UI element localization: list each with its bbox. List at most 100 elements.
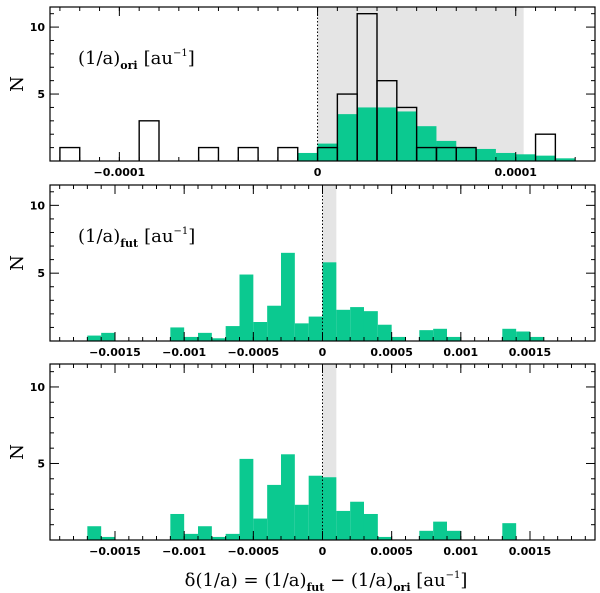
p1-bar-12: [308, 316, 323, 341]
panel-fut: −0.0015 −0.001 −0.0005 0 0.0005 0.001 0.0015 5 1…: [7, 184, 596, 359]
p2-y-tick-label: 10: [30, 381, 46, 394]
p0-bar-3: [357, 107, 377, 161]
p2-x-tick-label: 0.0005: [370, 545, 412, 558]
p1-x-tick-label: −0.0005: [228, 346, 280, 359]
p0-x-tick-label: 0: [314, 166, 322, 179]
p0-y-tick-label: 10: [30, 21, 46, 34]
p1-plot-area: [87, 185, 544, 341]
p2-bar-13: [322, 477, 337, 540]
p2-bar-4: [198, 526, 212, 540]
p1-x-tick-label: 0: [319, 346, 327, 359]
p1-bar-21: [446, 336, 461, 341]
p2-y-axis-label: N: [7, 444, 28, 460]
p1-bar-0: [87, 335, 102, 341]
p2-x-tick-label: 0: [319, 545, 327, 558]
p1-bar-4: [198, 332, 212, 341]
p1-bar-18: [391, 336, 406, 341]
p1-bar-20: [433, 328, 447, 341]
p0-plot-area: [59, 7, 576, 161]
p0-bar-11: [515, 154, 536, 161]
p2-bar-9: [267, 484, 282, 540]
p2-x-tick-label: −0.0005: [228, 545, 280, 558]
p1-bar-24: [529, 336, 544, 341]
p2-bar-11: [294, 504, 309, 540]
p0-bar-2: [337, 114, 358, 161]
p0-x-tick-label: 0.0001: [495, 166, 537, 179]
p1-x-tick-label: 0.0005: [370, 346, 412, 359]
p1-x-tick-label: 0.001: [443, 346, 478, 359]
p2-x-tick-label: −0.001: [162, 545, 206, 558]
p1-bar-23: [516, 331, 530, 341]
p1-bar-13: [322, 262, 337, 341]
p1-bar-7: [239, 274, 254, 341]
p0-bar-1: [317, 143, 338, 161]
p1-bar-15: [350, 307, 364, 341]
p2-x-tick-label: −0.0015: [89, 545, 141, 558]
p1-bar-5: [211, 338, 226, 341]
p2-bar-6: [225, 533, 240, 540]
p2-bar-18: [419, 530, 434, 540]
p1-bar-11: [294, 323, 309, 341]
p1-bar-9: [267, 305, 282, 341]
p1-bar-6: [225, 326, 240, 341]
p0-y-tick-label: 5: [37, 88, 45, 101]
p2-bar-5: [211, 536, 226, 540]
p1-bar-19: [419, 330, 434, 341]
p1-bar-1: [101, 332, 116, 341]
p0-bar-12: [535, 155, 556, 161]
p2-plot-area: [87, 364, 517, 540]
p0-x-tick-label: −0.0001: [94, 166, 146, 179]
p0-outline-bin-2: [197, 146, 220, 161]
p1-x-tick-label: −0.0015: [89, 346, 141, 359]
p1-y-tick-label: 5: [37, 267, 45, 280]
p1-bar-16: [363, 311, 378, 341]
panel-delta: −0.0015 −0.001 −0.0005 0 0.0005 0.001 0.0015 5 1…: [7, 363, 596, 558]
panel-ori: −0.0001 0 0.0001 5 10 N (1/a)ori [au−1]: [7, 6, 596, 179]
p0-bar-9: [476, 148, 496, 161]
x-axis-label: δ(1/a) = (1/a)fut − (1/a)ori [au−1]: [185, 570, 468, 593]
p0-outline-bin-13: [534, 133, 557, 161]
p2-bar-3: [184, 533, 199, 540]
p0-outline-bin-3: [237, 146, 259, 161]
p2-bar-1: [101, 536, 116, 540]
p0-y-axis-label: N: [7, 76, 28, 92]
p0-bar-13: [555, 158, 576, 161]
p0-outline-bin-4: [277, 146, 299, 161]
p0-bar-0: [297, 152, 318, 161]
p1-panel-label: (1/a)fut [au−1]: [78, 226, 195, 250]
p2-bar-16: [363, 513, 378, 540]
p0-panel-label: (1/a)ori [au−1]: [78, 48, 195, 72]
p2-x-tick-label: 0.001: [443, 545, 478, 558]
p2-bar-14: [336, 510, 351, 540]
p1-bar-3: [184, 336, 199, 341]
p1-x-tick-label: 0.0015: [509, 346, 551, 359]
p0-outline-bin-0: [59, 146, 81, 161]
p2-x-tick-label: 0.0015: [509, 545, 551, 558]
p2-bar-8: [253, 518, 268, 540]
p0-bar-10: [495, 152, 516, 161]
p0-bar-4: [377, 107, 397, 161]
p0-frame: [49, 6, 596, 162]
p0-bar-7: [436, 140, 457, 161]
p1-bar-2: [170, 327, 185, 341]
p1-x-tick-label: −0.001: [162, 346, 206, 359]
p1-bar-10: [281, 252, 295, 341]
p0-bar-8: [456, 147, 477, 161]
p2-bar-7: [239, 458, 254, 540]
p1-bar-14: [336, 309, 351, 341]
p0-outline-bin-12: [455, 146, 477, 161]
p2-bar-20: [446, 530, 461, 540]
p0-bar-6: [416, 126, 437, 161]
p0-outline-bin-9: [396, 106, 418, 161]
p2-bar-12: [308, 475, 323, 540]
p1-bar-22: [502, 328, 517, 341]
p2-bar-19: [433, 521, 447, 540]
p1-y-axis-label: N: [7, 255, 28, 271]
p2-bar-2: [170, 513, 185, 540]
p0-outline-bin-1: [138, 120, 160, 161]
p1-bar-17: [377, 324, 392, 341]
p0-bar-5: [396, 111, 417, 161]
p2-bar-15: [350, 501, 364, 540]
p2-bar-17: [377, 536, 392, 540]
